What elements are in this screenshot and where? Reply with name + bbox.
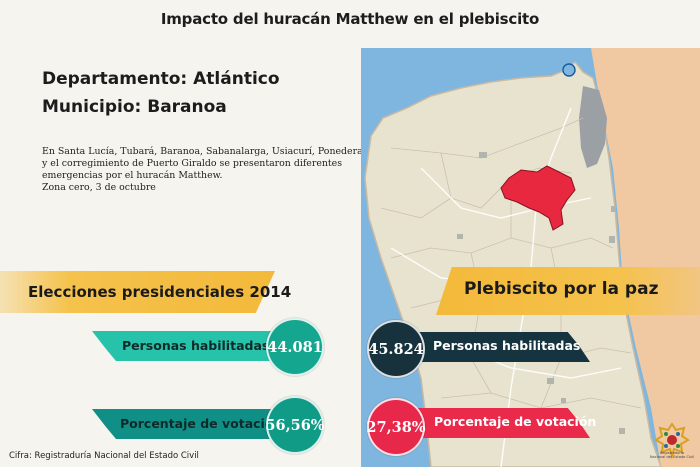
port-marker bbox=[562, 63, 576, 77]
registraduria-logo-icon bbox=[654, 422, 690, 460]
right-habilitadas-ribbon bbox=[405, 332, 590, 362]
source-note: Cifra: Registraduría Nacional del Estado… bbox=[9, 451, 199, 461]
description-line: Zona cero, 3 de octubre bbox=[42, 182, 156, 193]
right-votacion-ribbon bbox=[405, 408, 590, 438]
municipio-label: Municipio: Baranoa bbox=[42, 97, 227, 117]
right-header-title: Plebiscito por la paz bbox=[464, 279, 659, 299]
left-habilitadas-label: Personas habilitadas bbox=[122, 338, 270, 353]
page-title: Impacto del huracán Matthew en el plebis… bbox=[160, 10, 540, 28]
left-habilitadas-value: 44.081 bbox=[266, 318, 324, 376]
description-line: emergencias por el huracán Matthew. bbox=[42, 170, 223, 181]
neighbor-land bbox=[591, 48, 700, 467]
left-votacion-label: Porcentaje de votación bbox=[120, 416, 283, 431]
map-svg bbox=[361, 48, 700, 467]
logo-caption-line: Registraduría bbox=[659, 451, 685, 455]
atlantico-map bbox=[361, 48, 700, 467]
right-habilitadas-label: Personas habilitadas bbox=[433, 338, 581, 353]
baranoa-highlight bbox=[500, 165, 576, 231]
right-votacion-value: 27,38% bbox=[366, 398, 426, 456]
left-votacion-ribbon bbox=[92, 409, 292, 439]
urban-area bbox=[579, 86, 607, 168]
right-header-band bbox=[436, 267, 700, 315]
logo-caption: Registraduría Nacional del Estado Civil bbox=[648, 451, 696, 460]
right-habilitadas-value: 45.824 bbox=[367, 320, 425, 378]
logo-caption-line: Nacional del Estado Civil bbox=[649, 455, 695, 460]
right-votacion-label: Porcentaje de votación bbox=[434, 414, 597, 429]
left-habilitadas-ribbon bbox=[92, 331, 292, 361]
departamento-label: Departamento: Atlántico bbox=[42, 69, 280, 89]
description-line: En Santa Lucía, Tubará, Baranoa, Sabanal… bbox=[42, 146, 363, 157]
left-header-title: Elecciones presidenciales 2014 bbox=[28, 283, 292, 301]
left-votacion-value: 56,56% bbox=[265, 396, 325, 454]
left-header-band bbox=[0, 271, 275, 313]
description: En Santa Lucía, Tubará, Baranoa, Sabanal… bbox=[42, 146, 363, 194]
description-line: y el corregimiento de Puerto Giraldo se … bbox=[42, 158, 343, 169]
